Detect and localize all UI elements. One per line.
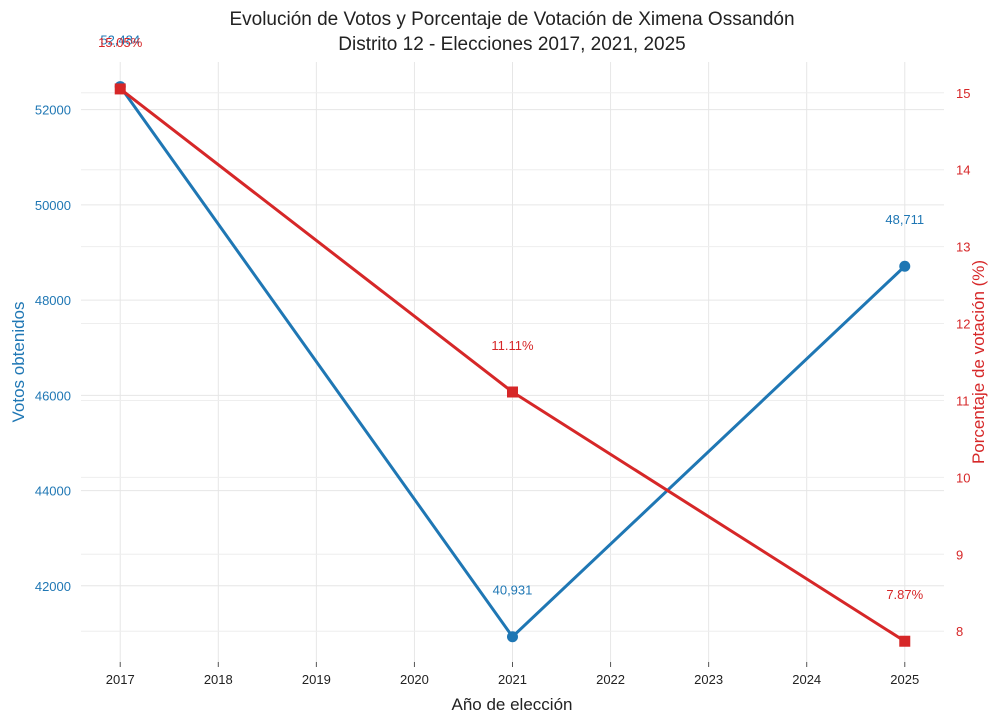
y-left-tick-label: 42000 <box>35 579 71 594</box>
chart-subtitle: Distrito 12 - Elecciones 2017, 2021, 202… <box>338 34 686 55</box>
votes-point <box>899 260 911 272</box>
x-tick-label: 2017 <box>106 672 135 687</box>
y-right-tick-label: 14 <box>956 163 970 178</box>
x-tick-label: 2022 <box>596 672 625 687</box>
grid-lines <box>81 62 944 667</box>
x-tick-label: 2025 <box>890 672 919 687</box>
y-right-tick-label: 11 <box>956 393 970 408</box>
votes-point <box>507 631 518 643</box>
y-right-tick-label: 8 <box>956 624 963 639</box>
y-right-tick-label: 12 <box>956 317 970 332</box>
y-left-tick-label: 48000 <box>35 293 71 308</box>
percentage-data-label: 7.87% <box>886 587 923 602</box>
y-left-tick-label: 44000 <box>35 484 71 499</box>
x-tick-label: 2018 <box>204 672 233 687</box>
percentage-point <box>114 83 126 95</box>
series-markers <box>114 81 911 647</box>
chart-title: Evolución de Votos y Porcentaje de Votac… <box>229 9 794 30</box>
y-left-tick-label: 50000 <box>35 198 71 213</box>
percentage-point <box>507 386 518 398</box>
x-tick-label: 2019 <box>302 672 331 687</box>
data-labels: 52,484 40,931 48,711 15.05% 11.11% 7.87% <box>98 33 924 603</box>
x-tick-label: 2020 <box>400 672 429 687</box>
percentage-data-label: 11.11% <box>491 338 534 353</box>
x-tick-label: 2024 <box>792 672 821 687</box>
y-right-tick-label: 15 <box>956 86 970 101</box>
votes-data-label: 52,484 <box>100 33 140 48</box>
tick-labels: 2017 2018 2019 2020 2021 2022 2023 2024 2025 4200… <box>35 86 971 687</box>
votes-data-label: 48,711 <box>885 212 924 227</box>
x-tick-label: 2023 <box>694 672 723 687</box>
y-right-axis-label: Porcentaje de votación (%) <box>969 260 988 464</box>
y-right-tick-label: 9 <box>956 547 963 562</box>
x-tick-label: 2021 <box>498 672 527 687</box>
percentage-point <box>899 635 911 647</box>
votes-data-label: 40,931 <box>493 583 533 598</box>
percentage-data-label: 15.05% <box>98 35 143 50</box>
y-left-tick-label: 52000 <box>35 103 71 118</box>
y-left-axis-label: Votos obtenidos <box>9 302 28 423</box>
y-right-tick-label: 10 <box>956 470 970 485</box>
y-left-tick-label: 46000 <box>35 388 71 403</box>
x-axis-label: Año de elección <box>452 695 573 714</box>
y-right-tick-label: 13 <box>956 240 970 255</box>
